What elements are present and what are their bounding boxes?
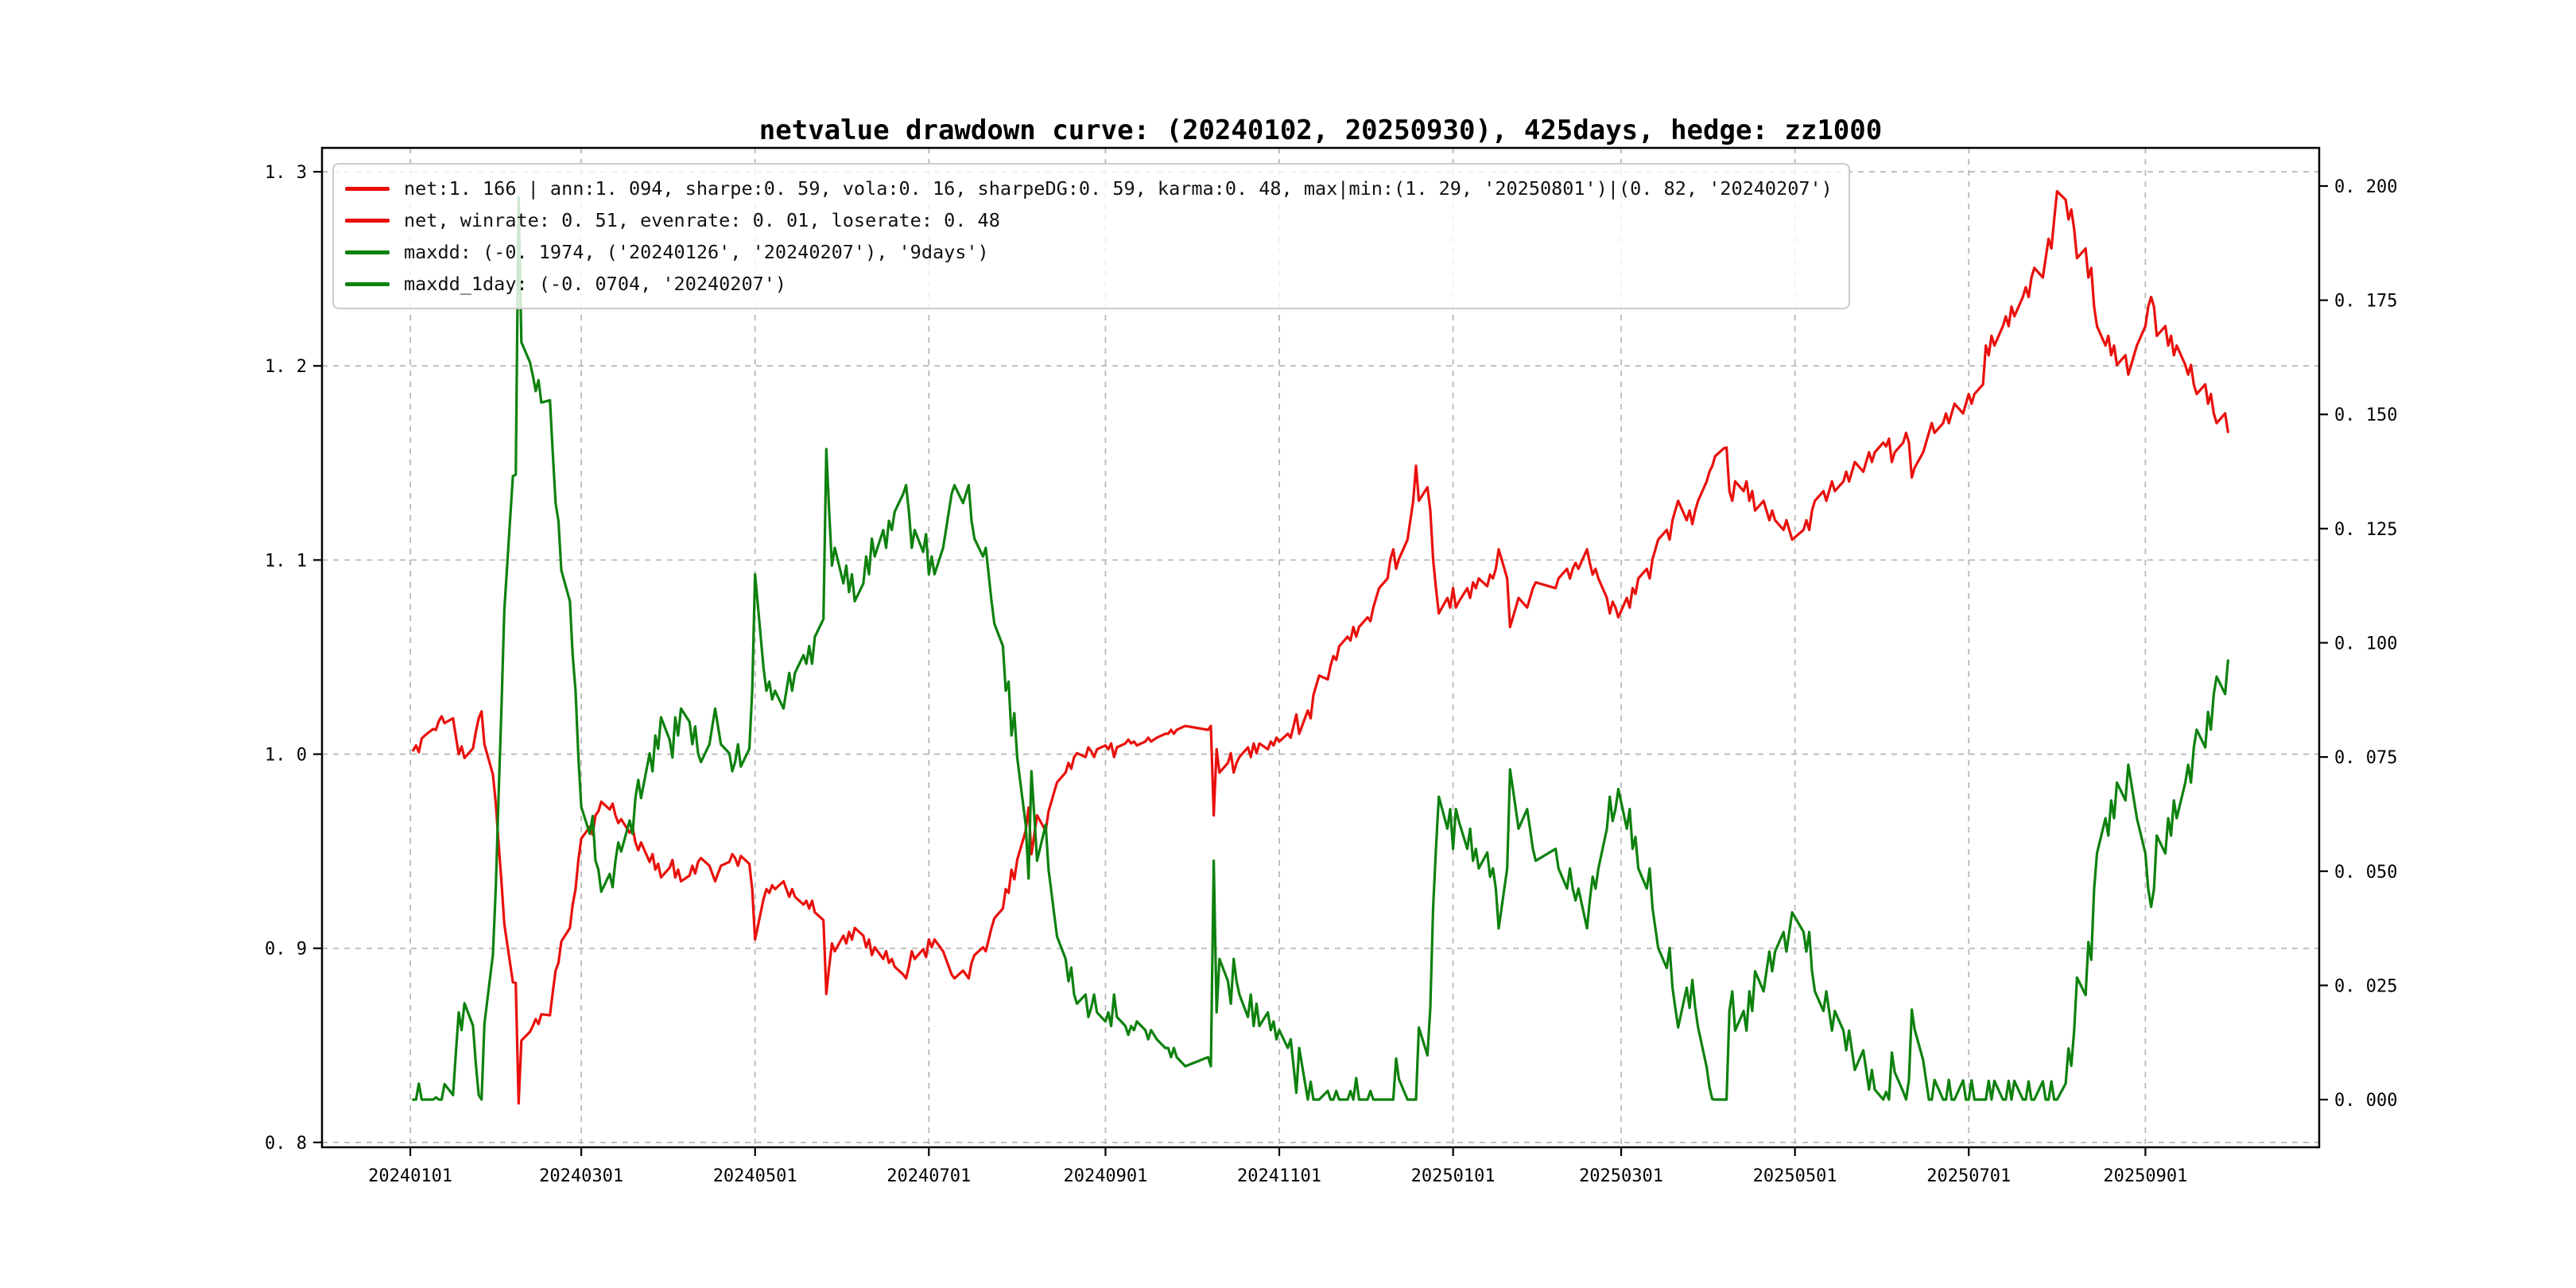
- y-right-tick-label: 0. 025: [2334, 976, 2397, 996]
- x-tick-label: 20240701: [886, 1166, 971, 1186]
- legend-item-maxdd: maxdd: (-0. 1974, ('20240126', '20240207…: [345, 236, 1833, 268]
- x-tick-label: 20250701: [1926, 1166, 2011, 1186]
- y-left-tick-label: 1. 2: [265, 357, 307, 377]
- legend: net:1. 166 | ann:1. 094, sharpe:0. 59, v…: [332, 163, 1850, 309]
- x-tick-label: 20240901: [1063, 1166, 1147, 1186]
- y-right-tick-label: 0. 175: [2334, 292, 2397, 312]
- y-right-tick-label: 0. 150: [2334, 405, 2397, 425]
- legend-item-maxdd-1day: maxdd_1day: (-0. 0704, '20240207'): [345, 268, 1833, 300]
- legend-line-swatch: [345, 281, 390, 286]
- legend-label: maxdd_1day: (-0. 0704, '20240207'): [404, 273, 787, 295]
- y-left-tick-label: 1. 3: [265, 163, 307, 183]
- y-left-tick-label: 0. 8: [265, 1134, 307, 1154]
- y-right-tick-label: 0. 200: [2334, 177, 2397, 197]
- y-right-tick-label: 0. 000: [2334, 1091, 2397, 1111]
- legend-line-swatch: [345, 186, 390, 191]
- series-line-net: [412, 189, 2229, 1105]
- x-tick-label: 20240101: [368, 1166, 452, 1186]
- legend-label: net, winrate: 0. 51, evenrate: 0. 01, lo…: [404, 209, 1000, 231]
- x-tick-label: 20240501: [713, 1166, 797, 1186]
- y-right-tick-label: 0. 100: [2334, 634, 2397, 654]
- x-tick-label: 20250301: [1579, 1166, 1663, 1186]
- y-right-tick-label: 0. 050: [2334, 863, 2397, 883]
- legend-label: maxdd: (-0. 1974, ('20240126', '20240207…: [404, 241, 989, 263]
- legend-line-swatch: [345, 218, 390, 223]
- legend-label: net:1. 166 | ann:1. 094, sharpe:0. 59, v…: [404, 177, 1833, 200]
- y-left-tick-label: 0. 9: [265, 940, 307, 960]
- legend-item-net-stats: net:1. 166 | ann:1. 094, sharpe:0. 59, v…: [345, 173, 1833, 204]
- y-left-tick-label: 1. 0: [265, 746, 307, 766]
- legend-item-net-rates: net, winrate: 0. 51, evenrate: 0. 01, lo…: [345, 204, 1833, 236]
- y-right-tick-label: 0. 075: [2334, 748, 2397, 768]
- x-tick-label: 20240301: [539, 1166, 623, 1186]
- x-tick-label: 20241101: [1237, 1166, 1321, 1186]
- legend-line-swatch: [345, 250, 390, 254]
- x-tick-label: 20250901: [2103, 1166, 2187, 1186]
- plot-frame: [320, 146, 2321, 1149]
- y-left-tick-label: 1. 1: [265, 551, 307, 571]
- x-tick-label: 20250101: [1411, 1166, 1496, 1186]
- series-line-drawdown: [412, 196, 2229, 1101]
- x-tick-label: 20250501: [1753, 1166, 1837, 1186]
- y-right-tick-label: 0. 125: [2334, 520, 2397, 540]
- chart-title: netvalue drawdown curve: (20240102, 2025…: [758, 114, 1883, 146]
